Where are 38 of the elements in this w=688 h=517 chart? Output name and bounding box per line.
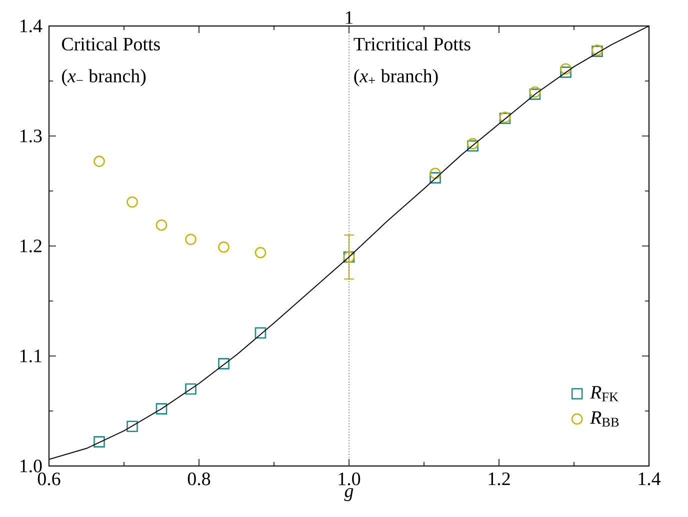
x-tick-label: 0.6 — [38, 472, 60, 486]
point — [560, 63, 572, 75]
point — [467, 140, 478, 152]
annotation: Tricritical Potts — [354, 37, 470, 51]
y-tick-label: 1.0 — [20, 460, 42, 472]
point — [254, 327, 266, 339]
ref-line-label: 1 — [346, 11, 353, 24]
point — [185, 383, 196, 395]
point — [94, 436, 105, 448]
point — [94, 156, 105, 167]
y-tick-label: 1.4 — [20, 20, 42, 32]
point — [156, 219, 168, 231]
y-tick-label: 1.3 — [20, 130, 42, 142]
x-tick-label: 0.8 — [188, 472, 210, 486]
legend-label: R$_{BB}$ — [590, 411, 619, 427]
x-tick-label: 1.4 — [638, 472, 661, 486]
point — [126, 420, 138, 432]
x-tick-label: 1.2 — [488, 472, 510, 486]
y-tick-label: 1.1 — [20, 350, 42, 362]
point — [467, 138, 478, 150]
x-tick-label: 1.0 — [338, 472, 360, 486]
annotation: Critical Potts — [62, 37, 160, 51]
point — [430, 168, 441, 180]
point — [218, 358, 230, 370]
point — [254, 246, 266, 258]
point — [218, 241, 230, 253]
annotation: (x$_{−}$ branch) — [62, 69, 146, 86]
point — [430, 172, 441, 184]
point — [560, 66, 572, 78]
annotation: (x$_{+}$ branch) — [354, 69, 438, 86]
point — [529, 88, 541, 100]
point — [126, 196, 138, 208]
y-tick-label: 1.2 — [20, 240, 42, 252]
point — [529, 86, 541, 98]
point — [185, 234, 196, 246]
legend-label: R$_{FK}$ — [590, 386, 618, 402]
x-axis-title: g — [344, 488, 354, 502]
point — [156, 403, 168, 414]
